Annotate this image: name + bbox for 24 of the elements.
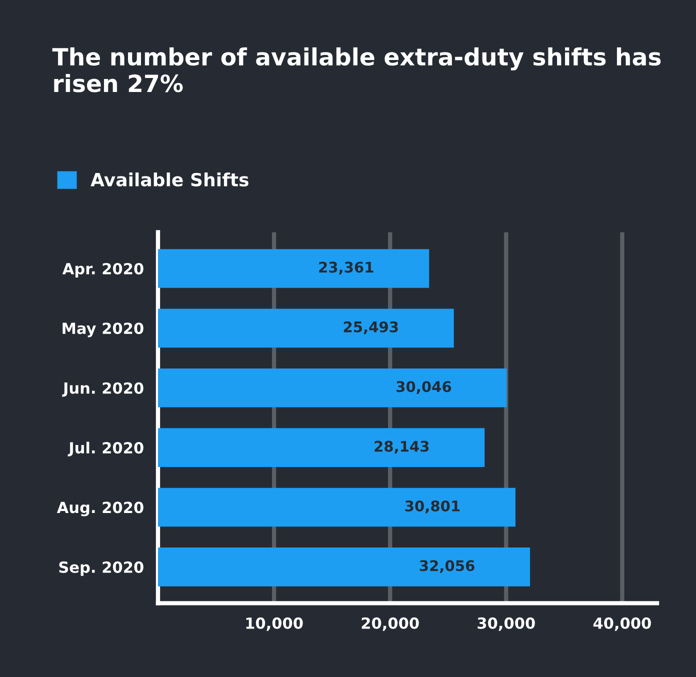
y-tick-label: Aug. 2020 — [56, 502, 144, 516]
chart-title: The number of available extra-duty shifts has risen 27% — [52, 47, 661, 92]
y-tick-label: Apr. 2020 — [62, 262, 144, 278]
y-tick-label: Sep. 2020 — [59, 561, 144, 576]
bar — [158, 548, 530, 586]
data-label: 32,056 — [420, 560, 474, 574]
bar — [158, 488, 516, 527]
data-label: 23,361 — [319, 262, 374, 275]
data-label: 25,493 — [344, 321, 398, 334]
bar — [158, 428, 485, 467]
x-tick-label: 30,000 — [478, 617, 535, 631]
y-tick-label: Jul. 2020 — [68, 442, 144, 456]
legend-label: Available Shifts — [90, 172, 248, 186]
y-tick-label: May 2020 — [62, 322, 144, 338]
x-tick-label: 10,000 — [246, 617, 303, 631]
data-label: 30,801 — [405, 500, 460, 514]
x-tick-label: 40,000 — [593, 617, 651, 631]
bar — [158, 249, 430, 288]
y-tick-label: Jun. 2020 — [62, 382, 144, 397]
bar — [158, 308, 454, 348]
data-label: 30,046 — [396, 381, 452, 394]
data-label: 28,143 — [374, 440, 429, 454]
bar — [158, 368, 507, 408]
x-tick-label: 20,000 — [362, 617, 419, 631]
